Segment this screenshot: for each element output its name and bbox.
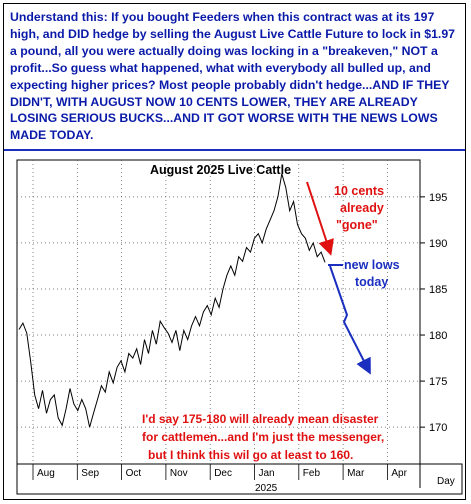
annotation-new-lows: new lows today bbox=[344, 258, 403, 289]
y-tick-label: 170 bbox=[429, 422, 447, 434]
chart-title: August 2025 Live Cattle bbox=[150, 163, 291, 177]
annotation-10-cents: 10 cents already "gone" bbox=[334, 184, 388, 232]
x-tick-label: Apr bbox=[391, 468, 407, 479]
y-tick-label: 175 bbox=[429, 376, 447, 388]
y-tick-label: 190 bbox=[429, 238, 447, 250]
x-tick-label: Nov bbox=[170, 468, 188, 479]
bottom-frame bbox=[16, 463, 463, 495]
plot-area bbox=[16, 159, 421, 465]
series-price-line bbox=[18, 173, 326, 428]
x-tick-label: Sep bbox=[81, 468, 99, 479]
blue-projection-arrow bbox=[329, 265, 371, 375]
x-tick-label: Feb bbox=[303, 468, 321, 479]
x-tick-label: Mar bbox=[347, 468, 365, 479]
chart-frame: Understand this: If you bought Feeders w… bbox=[3, 3, 466, 500]
x-axis-label: Day bbox=[437, 476, 455, 487]
x-tick-label: Aug bbox=[37, 468, 55, 479]
year-label: 2025 bbox=[255, 483, 278, 494]
caption-text: Understand this: If you bought Feeders w… bbox=[4, 4, 465, 151]
red-arrow bbox=[306, 181, 334, 256]
x-gridlines bbox=[32, 160, 388, 480]
x-tick-label: Oct bbox=[126, 468, 142, 479]
y-gridlines bbox=[17, 196, 425, 428]
x-tick-label: Dec bbox=[214, 468, 232, 479]
live-cattle-chart: 170 175 180 185 190 195 Aug Sep Oct Nov Dec Jan Feb… bbox=[16, 159, 463, 495]
y-tick-label: 185 bbox=[429, 284, 447, 296]
y-tick-label: 180 bbox=[429, 330, 447, 342]
x-tick-labels: Aug Sep Oct Nov Dec Jan Feb Mar Apr bbox=[37, 468, 408, 479]
y-tick-label: 195 bbox=[429, 192, 447, 204]
y-tick-labels: 170 175 180 185 190 195 bbox=[429, 192, 447, 434]
x-tick-label: Jan bbox=[259, 468, 275, 479]
annotation-disaster: I'd say 175-180 will already mean disast… bbox=[142, 412, 388, 462]
